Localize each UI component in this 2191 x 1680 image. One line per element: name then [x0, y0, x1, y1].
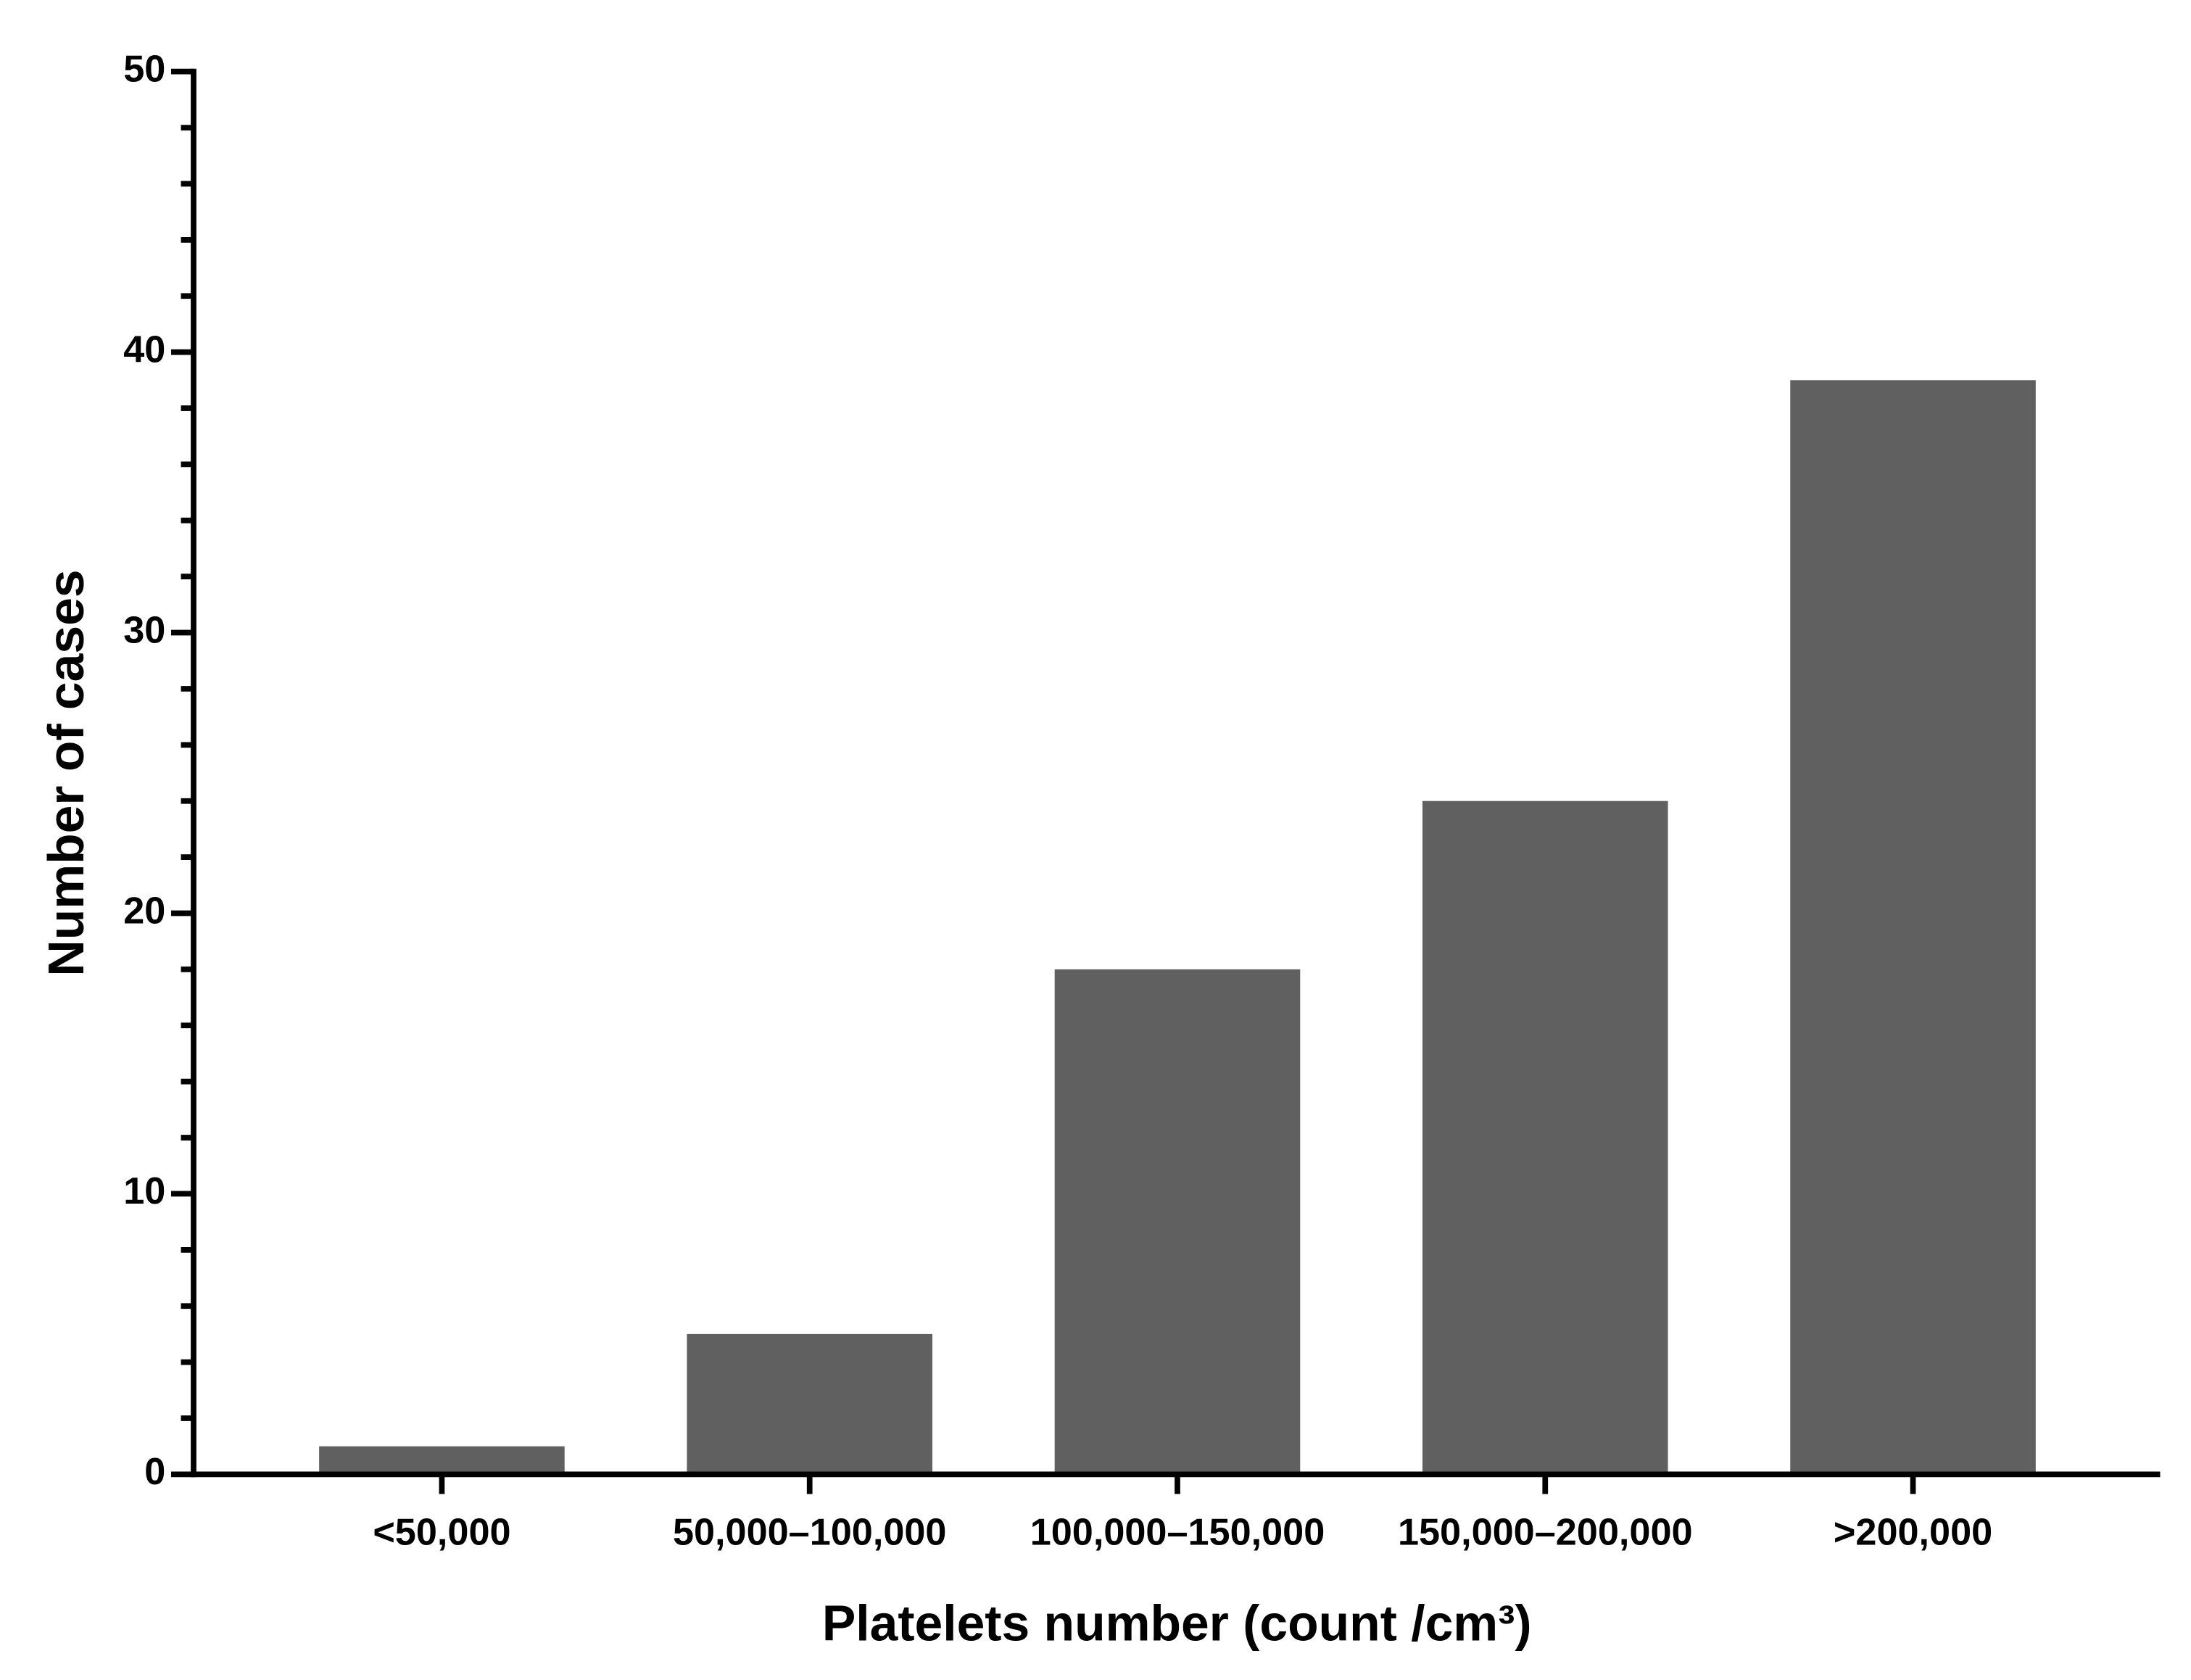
x-axis-title: Platelets number (count /cm³): [822, 1595, 1532, 1652]
bar: [1422, 800, 1668, 1475]
bar: [1790, 380, 2036, 1475]
y-tick-label: 30: [123, 609, 165, 651]
y-tick-label: 40: [123, 328, 165, 371]
y-tick-label: 20: [123, 890, 165, 932]
bar: [687, 1333, 932, 1475]
x-tick-label: 150,000–200,000: [1398, 1511, 1693, 1553]
y-axis-title: Number of cases: [38, 569, 94, 976]
x-tick-label: <50,000: [373, 1511, 510, 1553]
bar: [1054, 969, 1301, 1475]
x-tick-label: 100,000–150,000: [1030, 1511, 1325, 1553]
bar: [319, 1446, 565, 1475]
y-tick-label: 50: [123, 48, 165, 90]
y-tick-label: 10: [123, 1170, 165, 1212]
x-tick-label: 50,000–100,000: [673, 1511, 947, 1553]
y-tick-label: 0: [144, 1451, 165, 1493]
x-tick-label: >200,000: [1834, 1511, 1992, 1553]
